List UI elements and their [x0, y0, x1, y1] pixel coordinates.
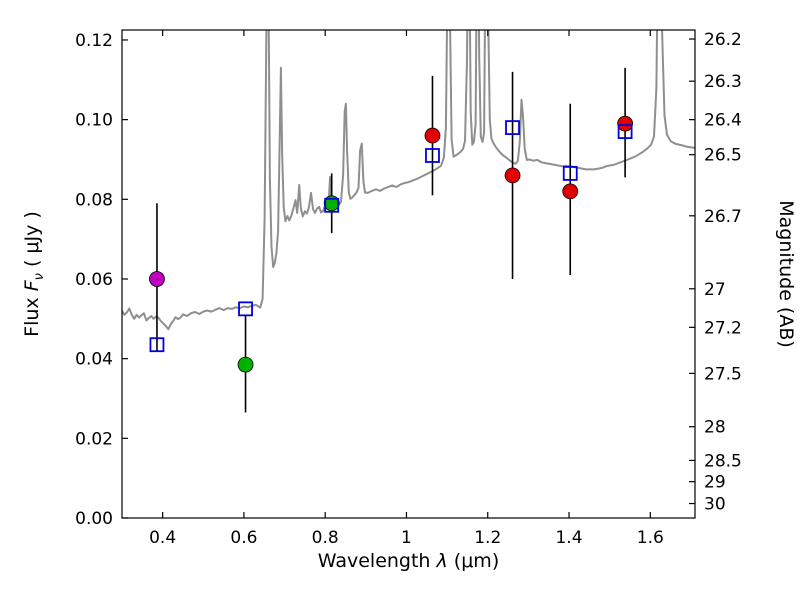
model-point — [149, 337, 165, 353]
x-tick-label: 1.2 — [474, 528, 501, 548]
y-tick-label-right: 26.5 — [704, 146, 742, 166]
spectrum-line — [122, 30, 695, 331]
x-tick-label: 0.8 — [312, 528, 339, 548]
observed-point — [617, 115, 634, 132]
y-tick-label-right: 26.3 — [704, 72, 742, 92]
x-tick-label: 1.4 — [555, 528, 582, 548]
y-axis-label-left: Flux Fν ( μJy ) — [21, 211, 47, 337]
y-tick-label-right: 29 — [704, 473, 726, 493]
y-tick-label-left: 0.08 — [75, 190, 113, 210]
y-tick-label-right: 26.2 — [704, 30, 742, 50]
x-tick-label: 0.6 — [230, 528, 257, 548]
y-tick-label-right: 26.4 — [704, 111, 742, 131]
observed-point — [237, 356, 254, 373]
x-axis-label: Wavelength λ (μm) — [318, 550, 499, 572]
model-point — [617, 124, 633, 139]
observed-point — [562, 183, 579, 200]
observed-point — [504, 167, 521, 184]
y-tick-label-right: 28.5 — [704, 451, 742, 471]
y-tick-label-left: 0.10 — [75, 111, 113, 131]
y-tick-label-right: 28 — [704, 418, 726, 438]
observed-point — [149, 271, 165, 287]
y-axis-label-right: Magnitude (AB) — [775, 200, 797, 348]
x-tick-label: 1.6 — [637, 528, 664, 548]
observed-point — [424, 127, 441, 144]
model-point — [425, 148, 440, 163]
y-tick-label-right: 27 — [704, 280, 726, 300]
model-point — [324, 197, 340, 213]
y-tick-label-right: 27.5 — [704, 364, 742, 384]
plot-frame — [121, 29, 696, 519]
y-tick-label-left: 0.00 — [75, 509, 113, 529]
x-tick-label: 1 — [401, 528, 412, 548]
y-tick-label-left: 0.02 — [75, 429, 113, 449]
model-point — [562, 166, 578, 181]
y-tick-label-left: 0.04 — [75, 350, 113, 370]
x-tick-label: 0.4 — [149, 528, 176, 548]
model-point — [238, 301, 253, 317]
y-tick-label-right: 26.7 — [704, 207, 742, 227]
y-tick-label-left: 0.12 — [75, 31, 113, 51]
y-tick-label-right: 30 — [704, 495, 726, 515]
model-point — [505, 120, 520, 135]
y-tick-label-left: 0.06 — [75, 270, 113, 290]
y-tick-label-right: 27.2 — [704, 318, 742, 338]
